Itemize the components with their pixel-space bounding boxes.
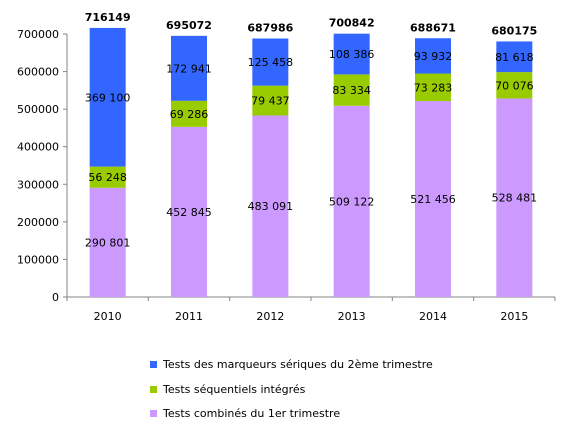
- total-label: 688671: [410, 21, 456, 34]
- bar-segment: [415, 101, 451, 297]
- bar-segment: [415, 73, 451, 102]
- bar-segment: [415, 38, 451, 74]
- x-tick-label: 2011: [175, 310, 203, 323]
- data-label: 369 100: [85, 91, 131, 104]
- bar-segment: [252, 115, 289, 297]
- bars-group: [89, 27, 533, 297]
- data-label: 93 932: [414, 50, 453, 63]
- data-label: 69 286: [170, 108, 209, 121]
- data-label: 56 248: [88, 171, 127, 184]
- total-label: 700842: [329, 17, 375, 30]
- legend-swatch: [150, 410, 157, 417]
- total-label: 716149: [85, 11, 131, 24]
- total-label: 695072: [166, 19, 212, 32]
- x-tick-label: 2013: [338, 310, 366, 323]
- data-label: 290 801: [85, 236, 131, 249]
- bar-segment: [496, 98, 533, 297]
- x-axis: 2010 2011 2012 2013 2014 2015: [66, 296, 556, 323]
- legend-label: Tests combinés du 1er trimestre: [163, 407, 341, 420]
- x-tick-label: 2010: [94, 310, 122, 323]
- stacked-bar-chart: 0 100000 200000 300000 400000 500000 600000 700…: [17, 11, 556, 323]
- labels-group: 290 801 56 248 369 100 716149 452 845 69 286 1…: [85, 11, 538, 249]
- data-label: 483 091: [248, 200, 294, 213]
- y-tick-label: 500000: [17, 103, 59, 116]
- bar-segment: [171, 35, 207, 101]
- bar-segment: [171, 126, 207, 297]
- bar-segment: [89, 27, 126, 167]
- data-label: 452 845: [166, 206, 212, 219]
- data-label: 509 122: [329, 195, 375, 208]
- legend-item-combined-tests: Tests combinés du 1er trimestre: [150, 407, 340, 420]
- x-tick-label: 2014: [419, 310, 447, 323]
- legend-label: Tests séquentiels intégrés: [163, 383, 306, 396]
- legend-swatch: [150, 361, 157, 368]
- data-label: 108 386: [329, 48, 375, 61]
- total-label: 680175: [491, 24, 537, 37]
- bar-segment: [252, 38, 289, 86]
- y-tick-label: 200000: [17, 216, 59, 229]
- data-label: 70 076: [495, 79, 534, 92]
- bar-segment: [252, 85, 289, 116]
- bar-segment: [333, 74, 370, 106]
- bar-segment: [496, 72, 533, 99]
- data-label: 172 941: [166, 62, 212, 75]
- y-tick-label: 0: [52, 291, 59, 304]
- y-tick-label: 400000: [17, 141, 59, 154]
- data-label: 125 458: [248, 56, 294, 69]
- bar-segment: [171, 100, 207, 127]
- data-label: 79 437: [251, 95, 290, 108]
- legend-label: Tests des marqueurs sériques du 2ème tri…: [163, 358, 433, 371]
- legend-item-sequential-tests: Tests séquentiels intégrés: [150, 383, 305, 396]
- y-tick-label: 700000: [17, 28, 59, 41]
- data-label: 81 618: [495, 51, 534, 64]
- bar-segment: [333, 33, 370, 75]
- legend-item-serum-markers: Tests des marqueurs sériques du 2ème tri…: [150, 358, 433, 371]
- x-tick-label: 2012: [256, 310, 284, 323]
- y-axis: 0 100000 200000 300000 400000 500000 600000 700…: [17, 28, 68, 304]
- data-label: 83 334: [332, 84, 371, 97]
- y-tick-label: 300000: [17, 178, 59, 191]
- data-label: 528 481: [492, 192, 538, 205]
- y-tick-label: 100000: [17, 253, 59, 266]
- x-tick-label: 2015: [500, 310, 528, 323]
- total-label: 687986: [247, 22, 293, 35]
- bar-segment: [89, 187, 126, 297]
- y-tick-label: 600000: [17, 66, 59, 79]
- bar-segment: [333, 105, 370, 297]
- bar-segment: [89, 166, 126, 188]
- data-label: 73 283: [414, 81, 453, 94]
- bar-segment: [496, 41, 533, 73]
- legend-swatch: [150, 386, 157, 393]
- data-label: 521 456: [410, 193, 456, 206]
